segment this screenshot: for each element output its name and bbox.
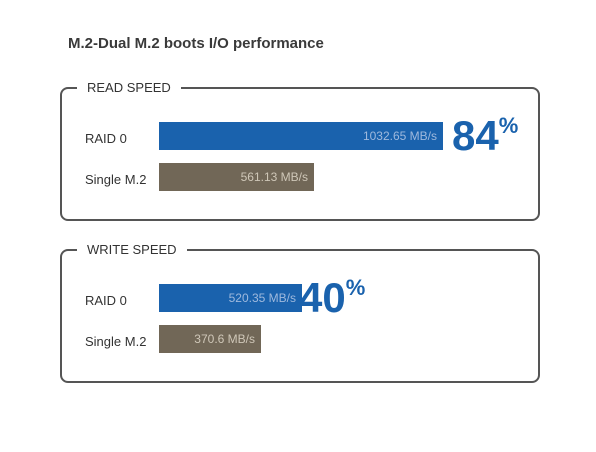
write-improvement-value: 40 — [299, 274, 346, 321]
read-raid0-label: RAID 0 — [85, 131, 127, 146]
write-improvement: 40% — [299, 277, 365, 319]
write-single-label: Single M.2 — [85, 334, 147, 349]
write-speed-panel: WRITE SPEED RAID 0 520.35 MB/s Single M.… — [60, 241, 540, 383]
write-single-value: 370.6 MB/s — [194, 332, 255, 346]
read-improvement-value: 84 — [452, 112, 499, 159]
write-raid0-label: RAID 0 — [85, 293, 127, 308]
read-single-value: 561.13 MB/s — [240, 170, 308, 184]
read-improvement-unit: % — [498, 113, 519, 138]
read-improvement: 84% — [452, 115, 518, 157]
write-speed-heading: WRITE SPEED — [77, 241, 187, 259]
write-single-bar: 370.6 MB/s — [159, 325, 261, 353]
write-raid0-bar: 520.35 MB/s — [159, 284, 302, 312]
read-raid0-bar: 1032.65 MB/s — [159, 122, 443, 150]
write-improvement-unit: % — [345, 275, 366, 300]
read-single-bar: 561.13 MB/s — [159, 163, 314, 191]
write-raid0-value: 520.35 MB/s — [228, 291, 296, 305]
read-speed-panel: READ SPEED RAID 0 1032.65 MB/s Single M.… — [60, 79, 540, 221]
read-single-label: Single M.2 — [85, 172, 147, 187]
read-raid0-value: 1032.65 MB/s — [362, 129, 437, 143]
read-speed-heading: READ SPEED — [77, 79, 181, 97]
chart-title: M.2-Dual M.2 boots I/O performance — [68, 35, 324, 52]
